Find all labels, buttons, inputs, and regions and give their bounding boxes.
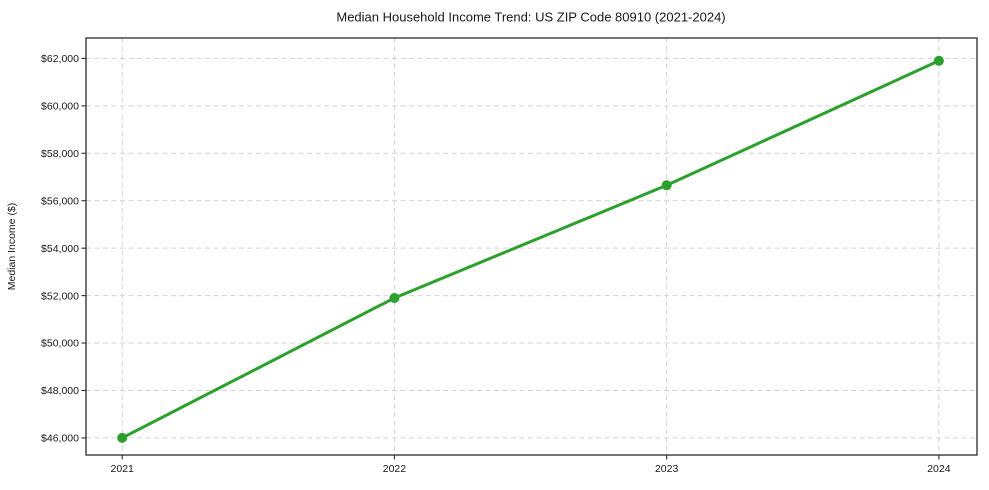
y-tick-label: $60,000: [41, 101, 79, 113]
y-tick-label: $48,000: [41, 385, 79, 397]
income-line-series: [117, 55, 944, 443]
data-point-marker: [117, 432, 128, 443]
tick-labels: $46,000 $48,000 $50,000 $52,000 $54,000 $56,0…: [41, 53, 951, 475]
data-point-marker: [661, 180, 672, 191]
y-tick-label: $54,000: [41, 243, 79, 255]
y-tick-label: $46,000: [41, 433, 79, 445]
y-axis-label: Median Income ($): [6, 203, 18, 291]
x-tick-label: 2021: [111, 463, 135, 475]
x-tick-label: 2024: [927, 463, 951, 475]
data-point-marker: [933, 55, 944, 66]
gridlines: [86, 38, 977, 455]
y-tick-label: $50,000: [41, 338, 79, 350]
income-trend-line: [120, 59, 941, 440]
plot-border: [85, 37, 978, 456]
x-tick-label: 2022: [383, 463, 407, 475]
y-tick-label: $52,000: [41, 290, 79, 302]
y-tick-label: $56,000: [41, 195, 79, 207]
chart-title: Median Household Income Trend: US ZIP Co…: [336, 10, 725, 25]
x-tick-label: 2023: [655, 463, 679, 475]
y-tick-label: $58,000: [41, 148, 79, 160]
y-tick-label: $62,000: [41, 53, 79, 65]
data-point-marker: [389, 293, 400, 303]
axis-ticks: [81, 57, 940, 460]
